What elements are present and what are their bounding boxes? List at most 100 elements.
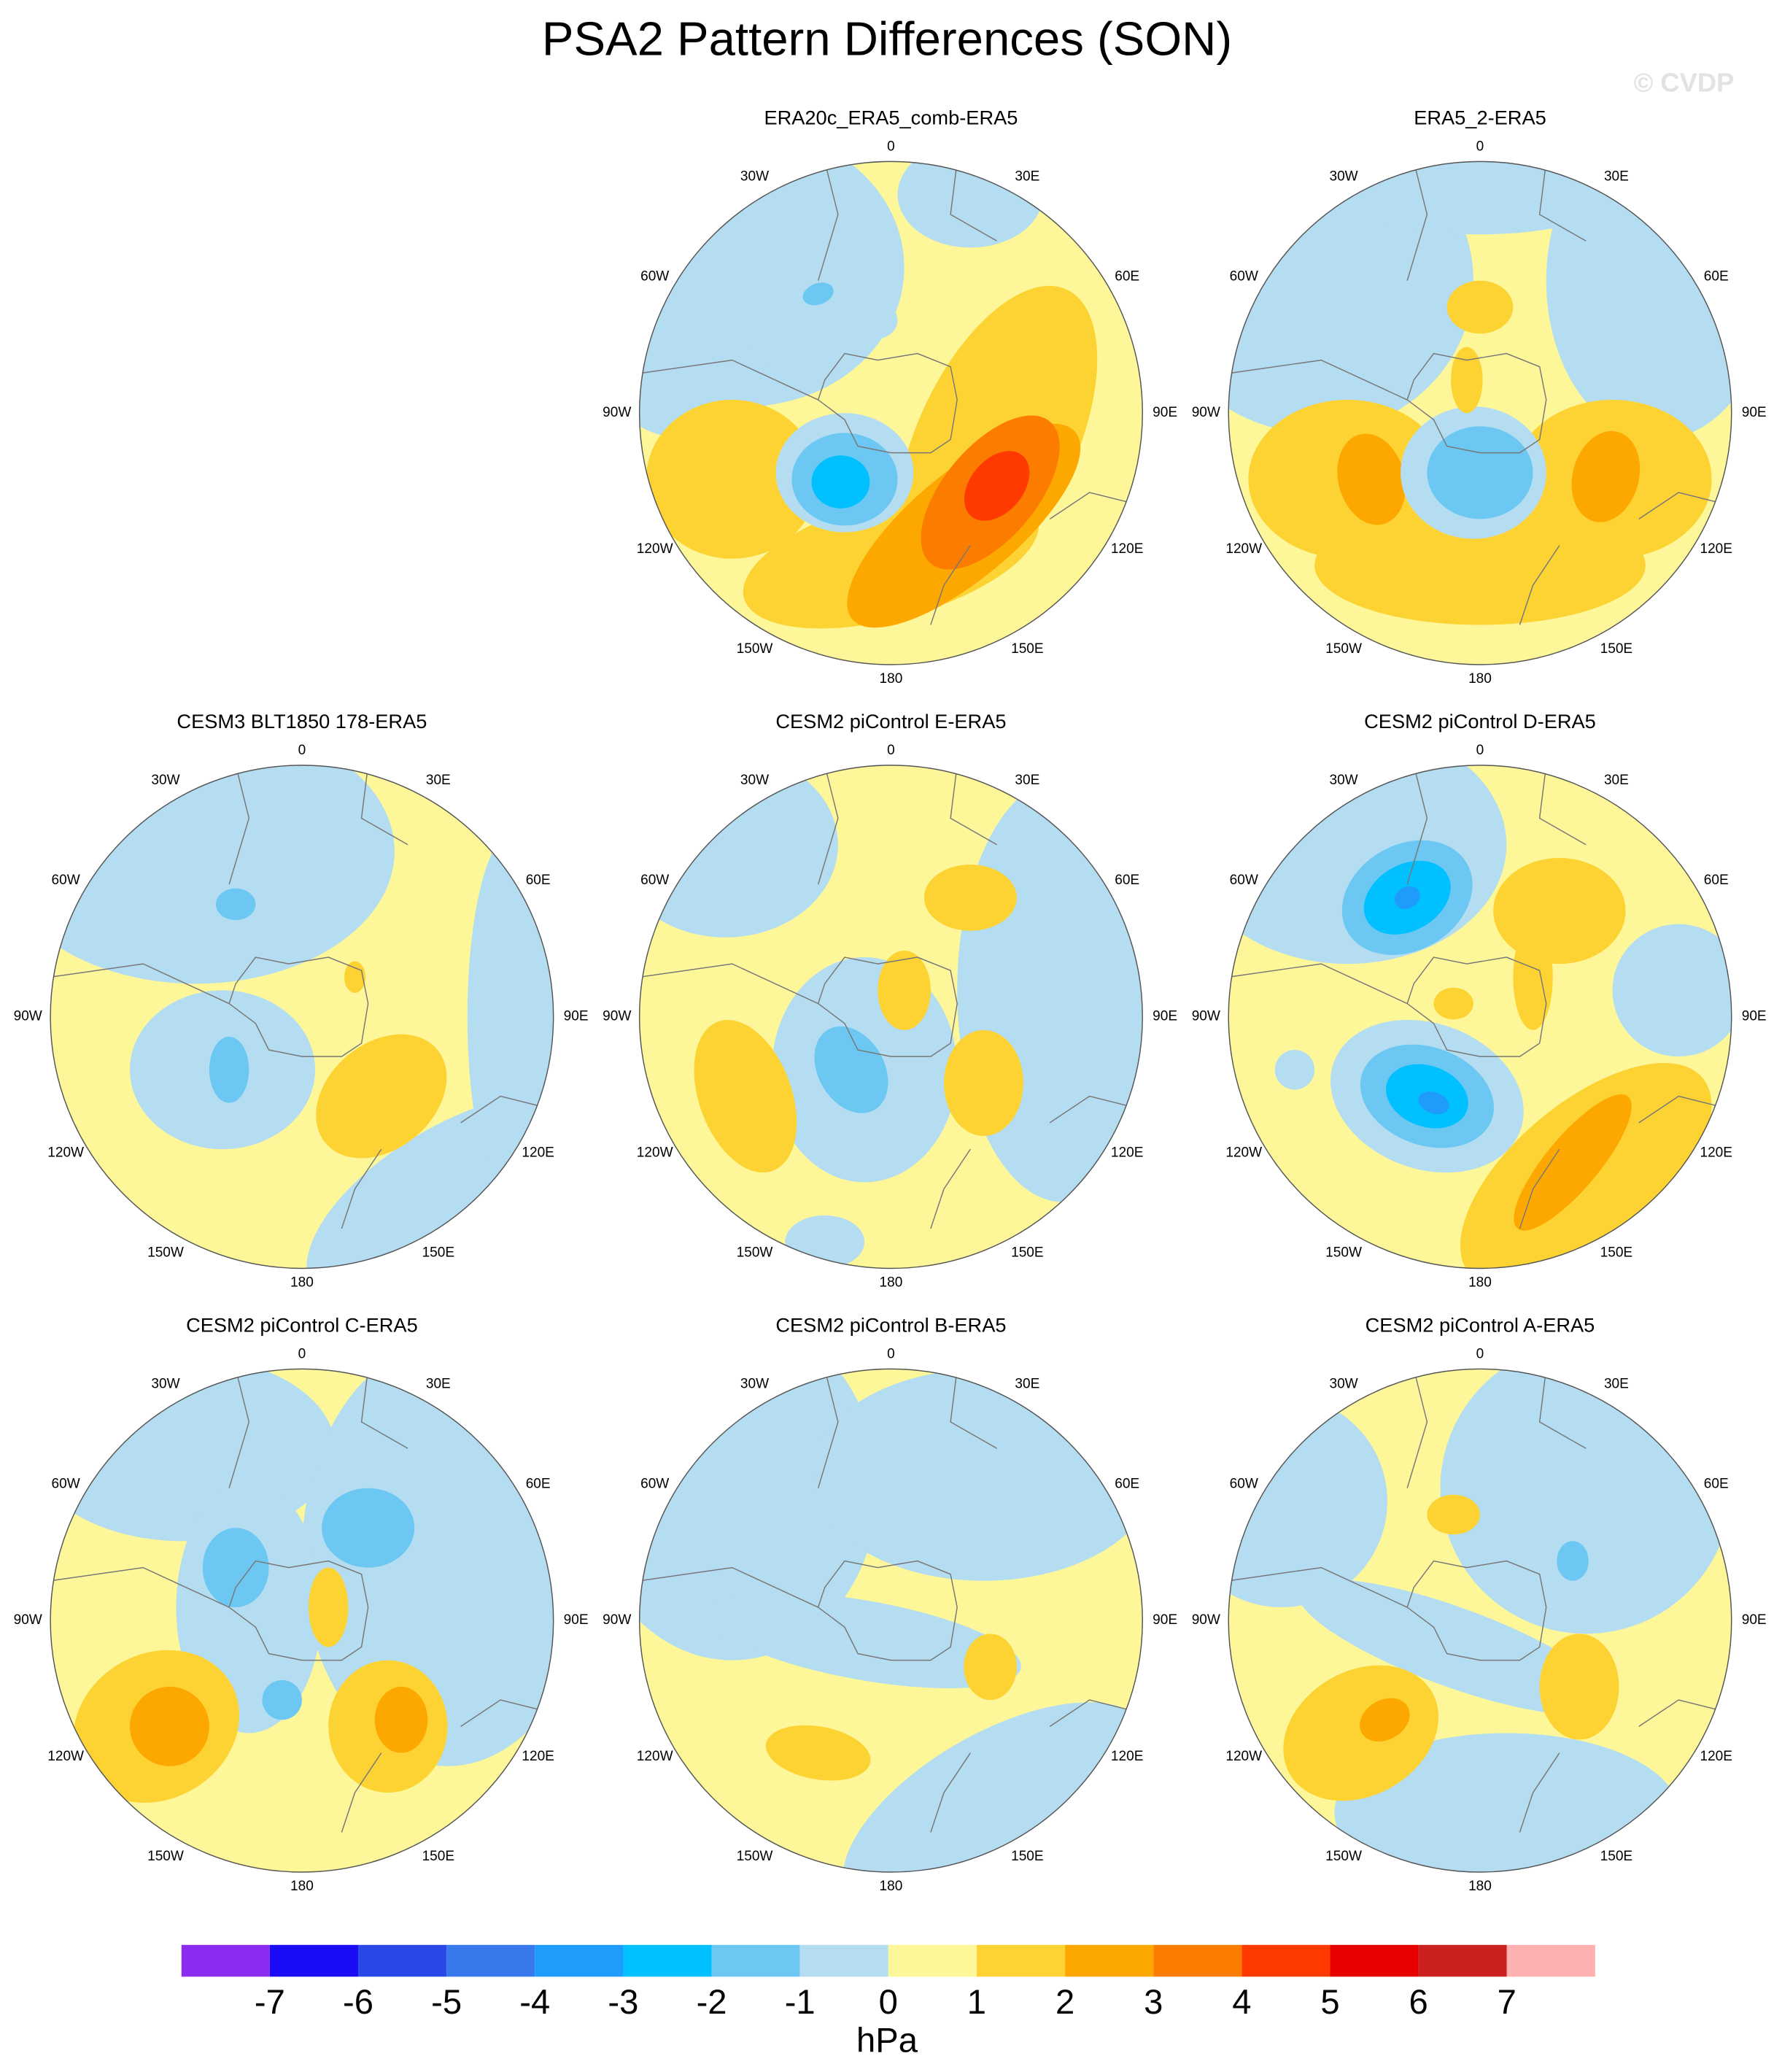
longitude-label: 30W <box>740 773 769 788</box>
longitude-label: 150E <box>422 1849 454 1864</box>
colorbar-label: 5 <box>1320 1982 1339 2021</box>
longitude-label: 30E <box>1015 169 1039 184</box>
coastline <box>1228 1369 1732 1833</box>
longitude-label: 30E <box>1604 169 1629 184</box>
figure-title: PSA2 Pattern Differences (SON) <box>542 12 1232 65</box>
longitude-label: 60E <box>1704 268 1729 284</box>
longitude-label: 150W <box>737 1245 773 1260</box>
colorbar-box <box>181 1944 270 1977</box>
colorbar-box <box>1330 1944 1419 1977</box>
colorbar-label: -1 <box>785 1982 816 2021</box>
contour-region <box>1360 1698 1410 1742</box>
longitude-label: 30W <box>151 773 179 788</box>
coastline <box>50 765 554 1229</box>
longitude-label: 150W <box>147 1245 184 1260</box>
longitude-label: 120E <box>1111 1145 1143 1161</box>
longitude-label: 120E <box>1700 1145 1732 1161</box>
contour-region <box>1427 1494 1480 1535</box>
longitude-label: 30E <box>1604 1376 1629 1391</box>
longitude-label: 0 <box>298 743 306 758</box>
longitude-label: 60W <box>640 268 669 284</box>
longitude-label: 150E <box>1011 1849 1043 1864</box>
map-panel <box>1228 765 1732 1269</box>
longitude-label: 90E <box>564 1009 589 1024</box>
contour-region <box>50 765 395 984</box>
longitude-label: 90W <box>1192 405 1220 420</box>
contour-region <box>802 282 834 306</box>
coastline <box>1228 765 1732 1229</box>
longitude-label: 30E <box>426 1376 451 1391</box>
contour-region <box>811 455 870 509</box>
contour-region <box>129 1686 209 1766</box>
watermark: © CVDP <box>1634 68 1735 98</box>
map-border <box>50 1368 554 1873</box>
contour-region <box>322 1488 415 1568</box>
longitude-label: 120E <box>1700 1749 1732 1764</box>
contour-region <box>1427 426 1533 519</box>
longitude-label: 120W <box>637 1749 673 1764</box>
longitude-label: 90E <box>1742 1612 1767 1628</box>
longitude-label: 120E <box>1111 1749 1143 1764</box>
contour-region <box>1394 886 1420 909</box>
colorbar-label: -7 <box>255 1982 285 2021</box>
colorbar-box <box>535 1944 624 1977</box>
contour-region <box>1321 161 1639 235</box>
longitude-label: 120W <box>47 1749 84 1764</box>
longitude-label: 150W <box>1325 1245 1362 1260</box>
longitude-label: 60E <box>1115 1476 1139 1491</box>
colorbar-label: 7 <box>1498 1982 1517 2021</box>
contour-region <box>1440 1369 1732 1634</box>
longitude-label: 60W <box>52 1476 80 1491</box>
longitude-label: 60W <box>1230 1476 1258 1491</box>
contour-region <box>694 1019 797 1173</box>
map-border <box>1228 161 1732 665</box>
contour-region <box>1337 433 1406 525</box>
longitude-label: 30W <box>1329 1376 1357 1391</box>
longitude-label: 0 <box>887 743 895 758</box>
colorbar-box <box>976 1944 1066 1977</box>
contour-region <box>1514 1094 1632 1231</box>
panel-title: ERA5_2-ERA5 <box>1414 107 1546 129</box>
map-panel <box>639 1369 1143 1872</box>
colorbar-box <box>269 1944 359 1977</box>
coastline <box>1228 161 1732 625</box>
longitude-label: 30W <box>740 169 769 184</box>
colorbar-label: 4 <box>1232 1982 1251 2021</box>
contour-region <box>1546 161 1732 440</box>
contour-region <box>878 950 931 1030</box>
longitude-label: 0 <box>1476 743 1484 758</box>
longitude-label: 90W <box>1192 1612 1220 1628</box>
panel-title: CESM2 piControl B-ERA5 <box>775 1314 1006 1337</box>
coastline <box>639 161 1143 625</box>
coastline <box>50 1369 554 1833</box>
colorbar-box <box>1418 1944 1507 1977</box>
longitude-label: 120W <box>637 1145 673 1161</box>
map-border <box>638 1368 1143 1873</box>
map-panel <box>639 765 1143 1269</box>
longitude-label: 90E <box>564 1612 589 1628</box>
longitude-label: 150E <box>1011 641 1043 657</box>
longitude-label: 30E <box>1604 773 1629 788</box>
contour-region <box>1571 430 1641 522</box>
longitude-label: 120E <box>1700 541 1732 557</box>
contour-region <box>814 1026 888 1113</box>
coastline <box>639 765 1143 1229</box>
colorbar-label: 3 <box>1144 1982 1163 2021</box>
longitude-label: 30W <box>1329 169 1357 184</box>
longitude-label: 60E <box>1704 873 1729 888</box>
colorbar-box <box>358 1944 447 1977</box>
contour-region <box>262 1679 302 1720</box>
map-border <box>1228 1368 1732 1873</box>
longitude-label: 60W <box>640 873 669 888</box>
panel-title: CESM2 piControl C-ERA5 <box>186 1314 418 1337</box>
longitude-label: 180 <box>290 1879 314 1894</box>
contour-region <box>1557 1541 1589 1581</box>
contour-region <box>844 300 898 341</box>
colorbar-box <box>711 1944 800 1977</box>
contour-region <box>1228 1395 1387 1608</box>
contour-region <box>843 1702 1143 1872</box>
coastline <box>639 1369 1143 1833</box>
longitude-label: 150E <box>1011 1245 1043 1260</box>
